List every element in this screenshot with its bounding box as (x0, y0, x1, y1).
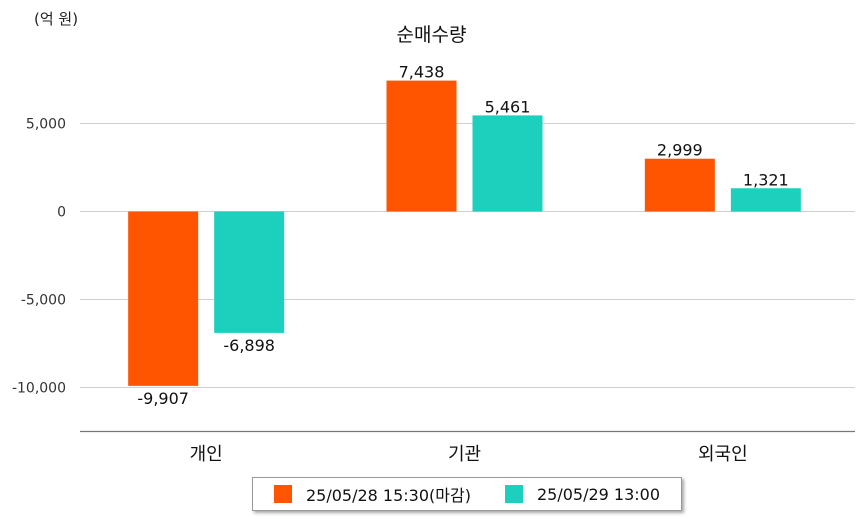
y-tick-label: 5,000 (26, 117, 66, 133)
x-tick-label: 개인 (190, 444, 223, 465)
bar-개인-series-1[interactable] (128, 211, 199, 386)
legend-item-series-2[interactable]: 25/05/29 13:00 (504, 484, 661, 504)
legend-swatch-series-1 (273, 485, 292, 503)
bar-기관-series-2[interactable] (472, 115, 543, 212)
bar-기관-series-1[interactable] (386, 80, 457, 212)
legend: 25/05/28 15:30(마감) 25/05/29 13:00 (252, 477, 682, 511)
data-label: 1,321 (743, 170, 789, 189)
bar-외국인-series-2[interactable] (730, 188, 801, 212)
bar-외국인-series-1[interactable] (644, 158, 715, 212)
bars (128, 80, 801, 386)
y-axis-ticks: 5,000 0 -5,000 -10,000 (12, 117, 66, 397)
grid-lines (80, 123, 855, 388)
data-labels: -9,907 -6,898 7,438 5,461 2,999 1,321 (137, 63, 788, 408)
y-tick-label: -10,000 (12, 381, 66, 397)
data-label: 7,438 (399, 63, 445, 82)
y-tick-label: -5,000 (21, 293, 66, 309)
legend-label-series-1: 25/05/28 15:30(마감) (305, 486, 471, 505)
x-tick-label: 기관 (448, 444, 481, 465)
chart-title: 순매수량 (396, 24, 467, 46)
bar-개인-series-2[interactable] (214, 211, 285, 333)
data-label: -6,898 (223, 336, 275, 355)
data-label: 2,999 (657, 141, 703, 160)
data-label: -9,907 (137, 389, 189, 408)
legend-label-series-2: 25/05/29 13:00 (536, 484, 661, 504)
legend-swatch-series-2 (504, 485, 523, 503)
y-axis-unit: (억 원) (34, 10, 79, 28)
x-tick-label: 외국인 (698, 444, 748, 465)
legend-item-series-1[interactable]: 25/05/28 15:30(마감) (273, 482, 471, 506)
x-axis: 개인 기관 외국인 (80, 430, 855, 465)
y-tick-label: 0 (57, 205, 66, 221)
data-label: 5,461 (485, 97, 531, 116)
